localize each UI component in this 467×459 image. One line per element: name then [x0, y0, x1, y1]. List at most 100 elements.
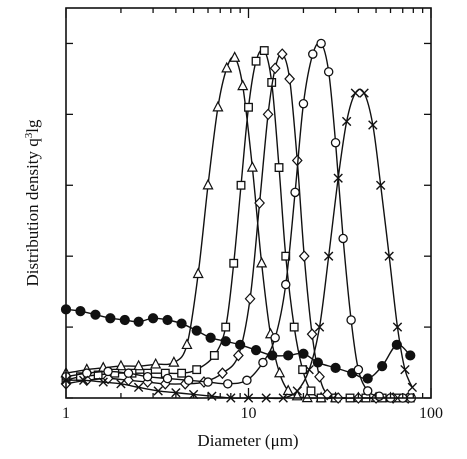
data-point: [407, 382, 418, 393]
y-axis-label: Distribution density q3lg: [23, 119, 42, 287]
data-point: [75, 306, 86, 317]
data-point: [244, 102, 253, 112]
series-line: [65, 41, 412, 399]
x-tick-label: 1: [62, 405, 70, 422]
data-point: [221, 322, 231, 332]
data-point: [284, 73, 296, 85]
data-point: [246, 161, 258, 172]
data-point: [262, 108, 274, 121]
data-point: [292, 386, 302, 396]
data-point: [105, 313, 116, 324]
data-point: [312, 357, 323, 368]
data-point: [209, 351, 219, 360]
data-point: [258, 357, 268, 368]
data-point: [308, 49, 318, 59]
data-point: [359, 88, 369, 98]
data-point: [330, 137, 341, 148]
data-point: [289, 322, 299, 332]
data-point: [330, 362, 341, 373]
data-point: [223, 379, 233, 389]
data-point: [119, 314, 130, 326]
data-point: [316, 38, 326, 49]
data-point: [98, 377, 108, 387]
data-point: [115, 359, 127, 371]
data-point: [368, 120, 378, 130]
data-point: [375, 180, 386, 190]
data-point: [102, 372, 114, 385]
data-point: [298, 365, 308, 375]
data-point: [338, 233, 348, 244]
series-open-circle: [61, 38, 417, 403]
data-point: [350, 88, 361, 98]
x-tick-label: 10: [241, 405, 257, 422]
x-axis-label: Diameter (μm): [197, 431, 298, 450]
series-markers: [60, 48, 414, 404]
y-axis-label-superscript: 3: [23, 132, 35, 138]
data-point: [202, 178, 214, 190]
data-point: [133, 359, 145, 371]
data-point: [133, 382, 144, 393]
data-point: [90, 309, 101, 320]
data-point: [177, 368, 187, 378]
data-point: [283, 350, 294, 361]
data-point: [250, 345, 262, 356]
data-point: [236, 180, 246, 190]
data-point: [346, 315, 356, 325]
data-point: [162, 314, 173, 326]
data-point: [153, 386, 163, 396]
data-point: [276, 48, 288, 60]
data-point: [237, 79, 249, 91]
data-point: [256, 256, 268, 268]
data-point: [273, 366, 286, 378]
data-point: [229, 51, 241, 62]
data-point: [217, 367, 228, 380]
data-point: [192, 267, 204, 279]
x-tick-label: 100: [419, 405, 443, 422]
data-point: [270, 332, 280, 343]
data-point: [281, 279, 291, 290]
data-point: [147, 313, 159, 324]
data-point: [323, 67, 334, 77]
data-point: [298, 98, 309, 109]
data-point: [142, 371, 153, 382]
data-point: [306, 386, 316, 396]
data-point: [306, 328, 318, 341]
data-point: [298, 250, 310, 263]
data-point: [384, 251, 394, 261]
axis-tick-labels: 1 10 100: [62, 405, 443, 422]
data-point: [183, 375, 194, 386]
data-point: [116, 379, 126, 389]
data-point: [181, 338, 193, 350]
data-point: [168, 356, 180, 367]
data-point: [377, 360, 388, 372]
data-point: [203, 377, 213, 387]
data-point: [400, 364, 410, 375]
data-point: [362, 386, 373, 396]
data-point: [229, 258, 239, 268]
data-point: [176, 318, 187, 329]
data-point: [244, 292, 256, 305]
data-point: [269, 62, 281, 75]
data-point: [304, 364, 314, 375]
data-point: [150, 357, 162, 369]
y-axis-label-main: Distribution density q: [23, 138, 42, 287]
data-point: [82, 368, 92, 378]
data-point: [242, 375, 252, 386]
data-point: [191, 325, 202, 336]
data-point: [254, 197, 265, 209]
axis-ticks: [65, 8, 432, 399]
data-point: [314, 322, 325, 332]
data-point: [123, 368, 134, 378]
data-point: [290, 187, 300, 198]
data-point: [405, 350, 416, 361]
data-point: [392, 322, 403, 332]
data-point: [133, 316, 144, 327]
data-point: [78, 375, 89, 385]
data-point: [333, 173, 343, 183]
data-point: [341, 116, 352, 127]
data-point: [251, 56, 261, 66]
data-point: [232, 349, 244, 362]
data-point: [362, 373, 373, 384]
